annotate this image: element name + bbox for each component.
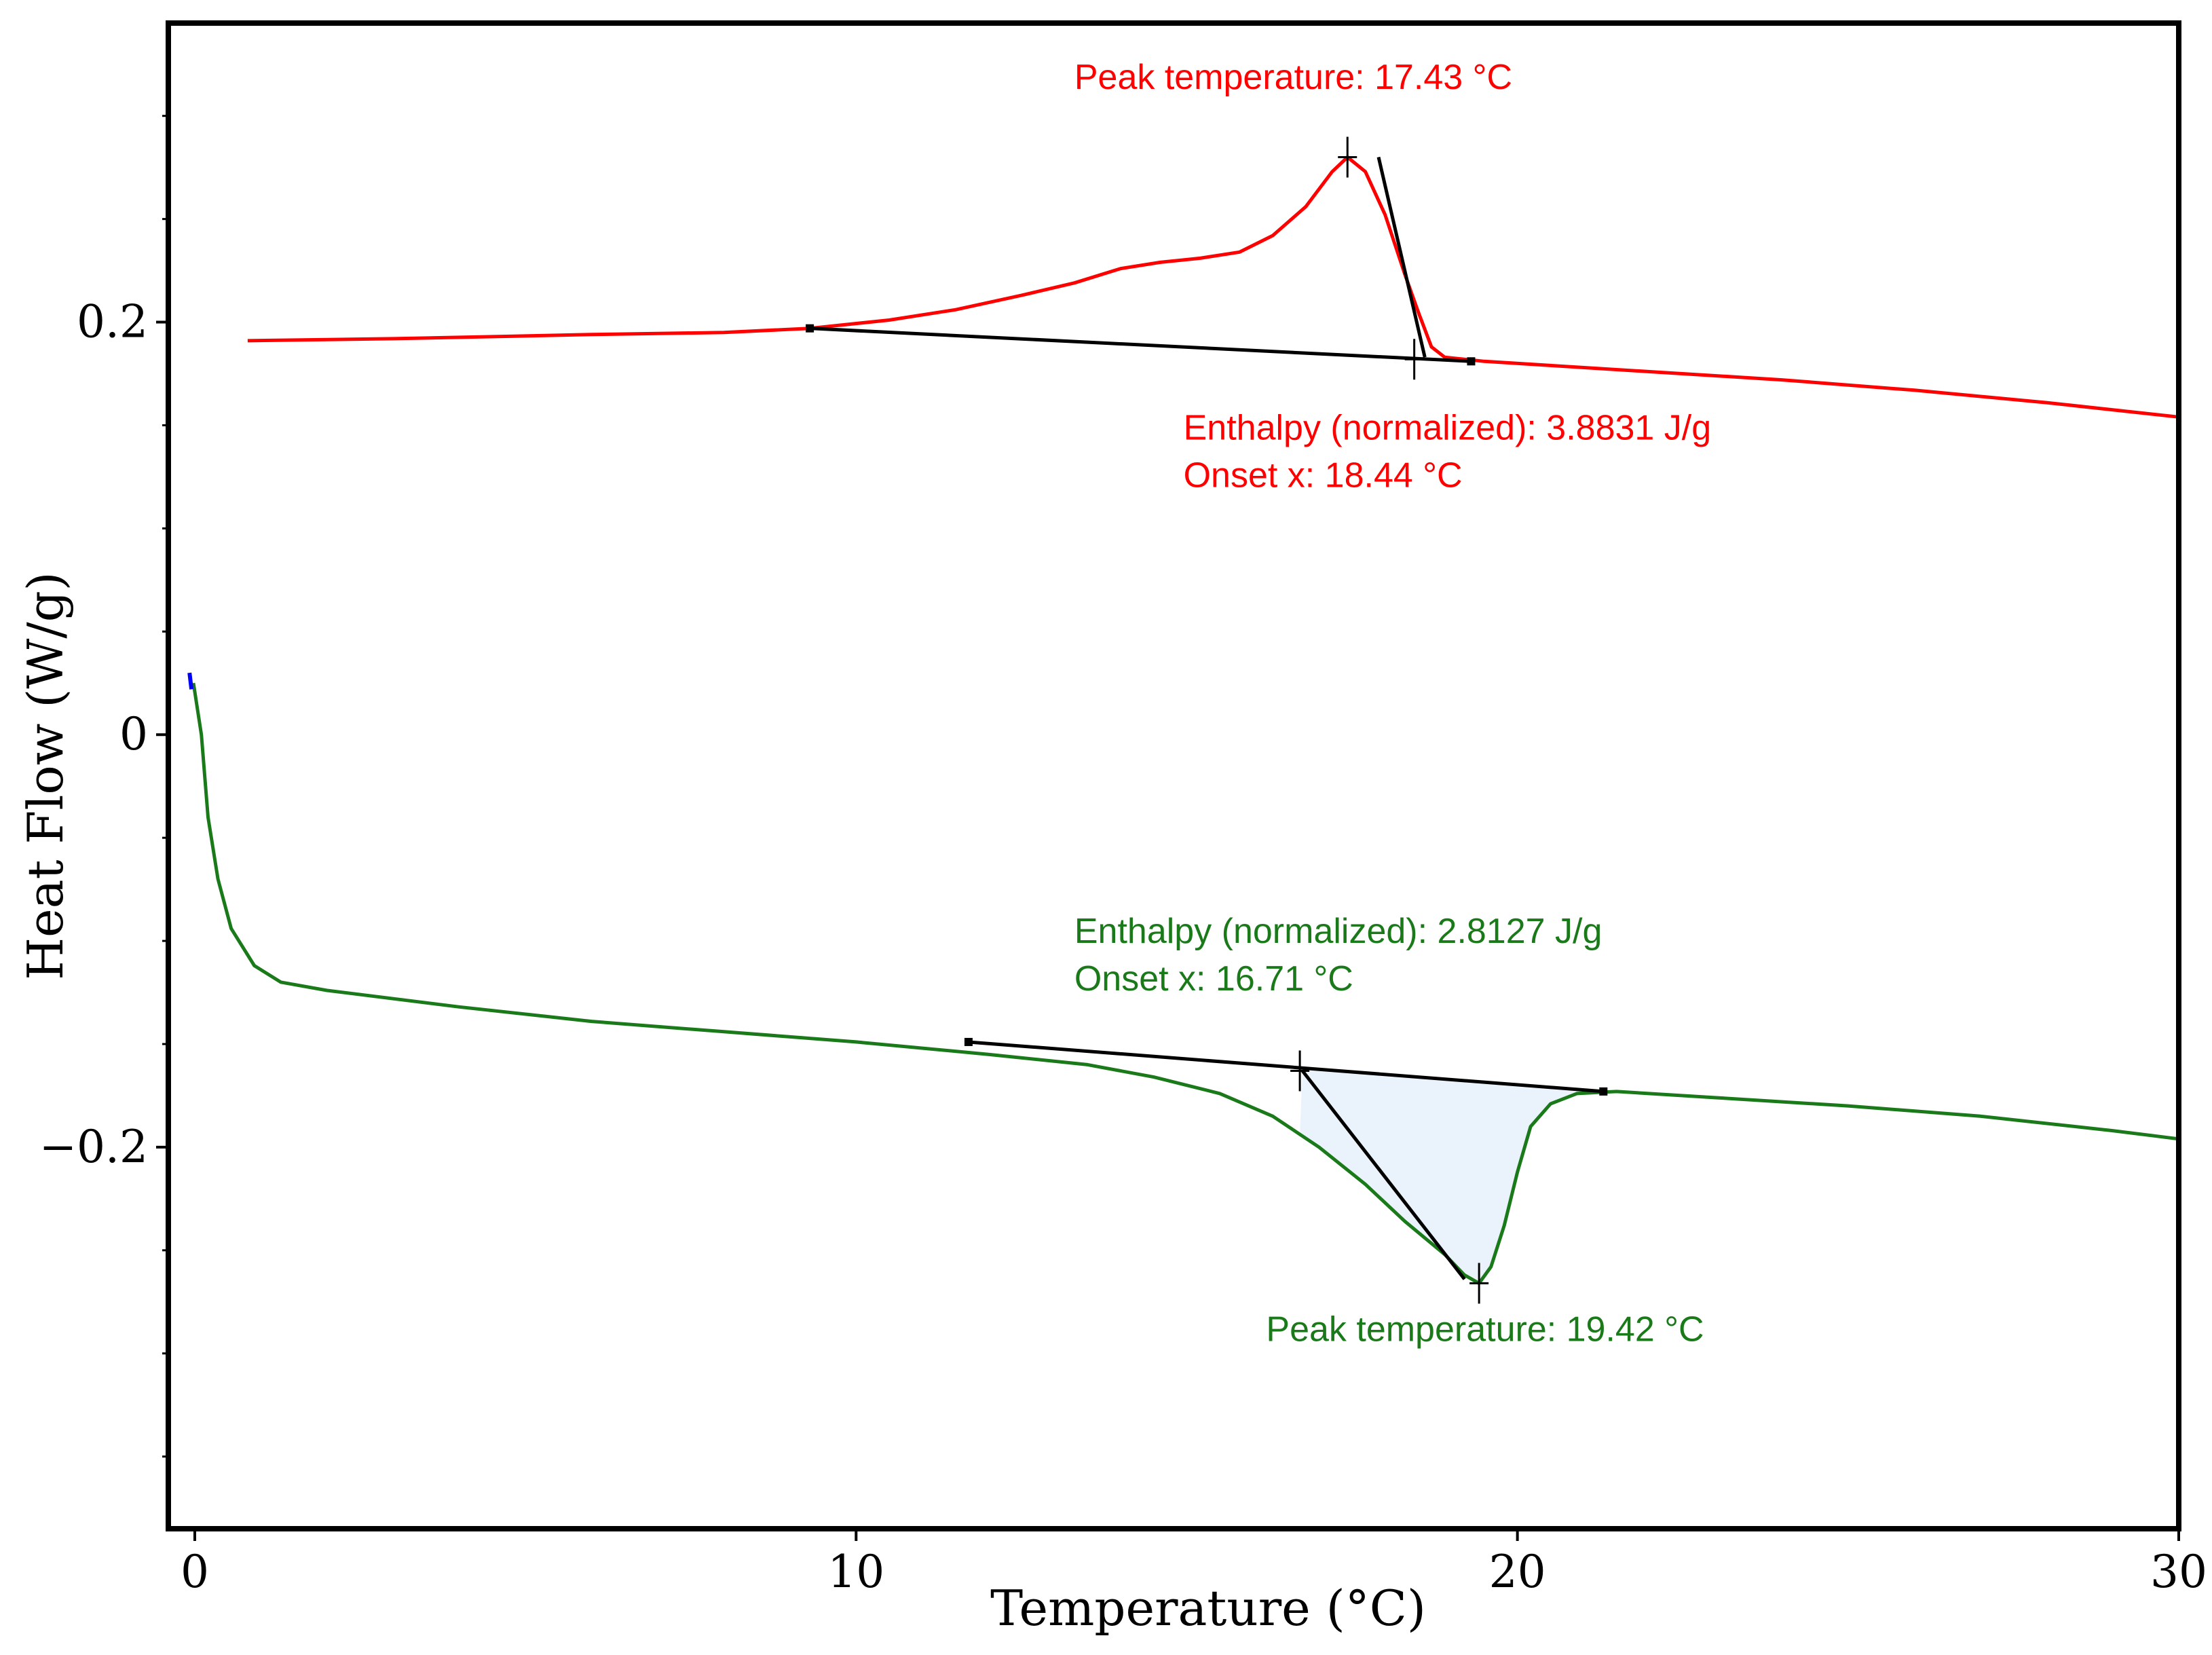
x-tick-label-10: 10 bbox=[827, 1546, 884, 1598]
cooling-onset-label: Onset x: 16.71 °C bbox=[1074, 959, 1353, 999]
y-tick-label-0: 0.2 bbox=[77, 296, 148, 348]
cooling-peak-label: Peak temperature: 19.42 °C bbox=[1266, 1310, 1704, 1350]
x-axis-title: Temperature (°C) bbox=[990, 1580, 1426, 1637]
heating-peak-label: Peak temperature: 17.43 °C bbox=[1074, 58, 1512, 97]
plot-frame bbox=[166, 20, 2181, 1531]
heating-baseline-end-1 bbox=[1467, 357, 1476, 366]
cooling-baseline-end-1 bbox=[1599, 1087, 1608, 1096]
heating-baseline-end-0 bbox=[806, 324, 814, 333]
x-tick-label-0: 0 bbox=[181, 1546, 209, 1598]
heating-curve bbox=[247, 155, 2179, 419]
heating-enthalpy-label: Enthalpy (normalized): 3.8831 J/g bbox=[1184, 409, 1712, 448]
y-tick-label-1: 0 bbox=[119, 708, 148, 760]
x-tick-label-30: 30 bbox=[2150, 1546, 2207, 1598]
heating-onset-label: Onset x: 18.44 °C bbox=[1184, 456, 1463, 496]
x-tick-label-20: 20 bbox=[1489, 1546, 1546, 1598]
cooling-enthalpy-label: Enthalpy (normalized): 2.8127 J/g bbox=[1074, 912, 1602, 951]
cooling-baseline bbox=[968, 1040, 1604, 1094]
cooling-baseline-end-0 bbox=[964, 1037, 973, 1046]
cooling-tangent bbox=[1301, 1069, 1466, 1280]
heating-baseline bbox=[809, 327, 1471, 363]
cooling-peak-area bbox=[1300, 1068, 1604, 1283]
heating-tangent bbox=[1376, 156, 1427, 358]
y-tick-label-2: −0.2 bbox=[39, 1121, 148, 1173]
cooling-start-marker bbox=[187, 672, 194, 690]
y-axis-title: Heat Flow (W/g) bbox=[17, 572, 74, 980]
cooling-curve bbox=[191, 682, 2179, 1285]
